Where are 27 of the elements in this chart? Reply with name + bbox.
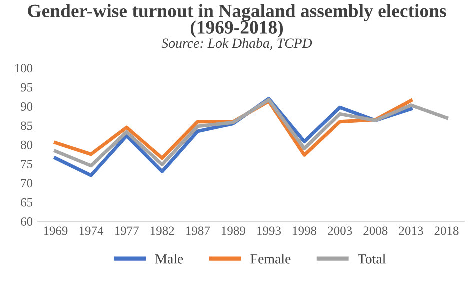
y-tick-label: 60 xyxy=(21,218,33,226)
legend-label: Female xyxy=(250,254,291,264)
y-tick-label: 90 xyxy=(20,102,33,111)
y-tick-label: 65 xyxy=(21,198,33,207)
y-tick-label: 70 xyxy=(21,179,33,188)
x-tick-label: 2008 xyxy=(364,226,388,236)
x-tick-label: 1977 xyxy=(115,226,139,236)
y-tick-label: 85 xyxy=(21,122,33,130)
legend-label: Total xyxy=(358,254,386,264)
y-tick-label: 100 xyxy=(15,64,33,73)
x-tick-label: 1987 xyxy=(186,226,210,236)
line-series xyxy=(54,98,448,168)
x-tick-label: 1993 xyxy=(258,226,282,236)
x-tick-label: 1982 xyxy=(150,226,174,236)
legend-label: Male xyxy=(156,254,184,264)
x-tick-label: 1974 xyxy=(80,226,104,236)
x-tick-label: 1969 xyxy=(44,226,68,236)
y-tick-label: 75 xyxy=(21,160,33,168)
y-tick-label: 80 xyxy=(21,140,33,150)
y-tick-label: 95 xyxy=(20,83,33,92)
x-tick-label: 1998 xyxy=(293,226,317,236)
x-tick-label: 2003 xyxy=(328,226,352,236)
chart-subtitle: Source: Lok Dhaba, TCPD xyxy=(162,38,312,50)
x-tick-label: 2018 xyxy=(434,226,459,236)
x-tick-label: 2013 xyxy=(399,226,424,236)
chart-title: Gender-wise turnout in Nagaland assembly elections (1969-2018) xyxy=(28,4,446,38)
x-tick-label: 1989 xyxy=(222,226,246,236)
